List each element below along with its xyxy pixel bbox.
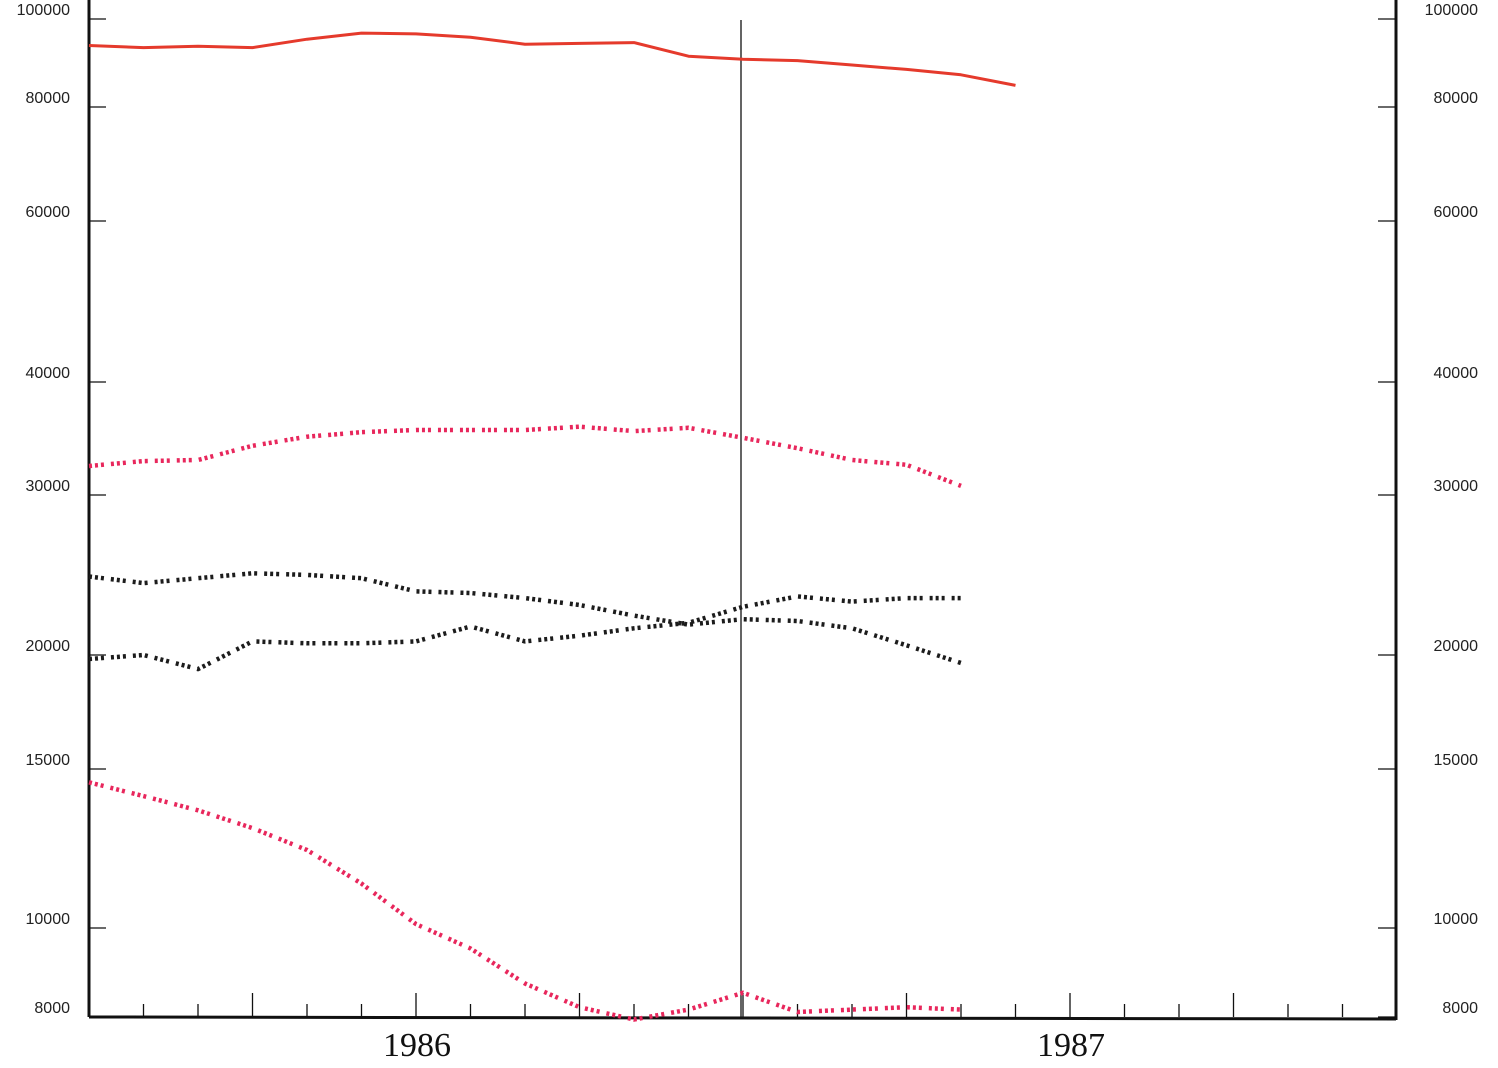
year-label-1986: 1986	[383, 1027, 451, 1064]
y-tick-label-right: 10000	[1434, 911, 1479, 928]
y-tick-label-left: 20000	[26, 638, 71, 655]
y-tick-label-right: 15000	[1434, 752, 1479, 769]
series-line-3	[88, 571, 962, 666]
y-tick-label-left: 40000	[26, 365, 71, 382]
y-tick-label-left: 8000	[34, 1000, 70, 1017]
axis-labels: 100000 100000 80000 80000 60000 60000 40000 400…	[17, 2, 1478, 1064]
y-tick-label-right: 40000	[1434, 365, 1479, 382]
series-line-1	[88, 31, 1016, 87]
axis-ticks	[89, 18, 1396, 1018]
y-tick-label-left: 15000	[26, 752, 71, 769]
y-tick-label-right: 80000	[1434, 90, 1479, 107]
y-tick-label-right: 20000	[1434, 638, 1479, 655]
y-tick-label-left: 10000	[26, 911, 71, 928]
series-line-5	[88, 780, 962, 1022]
x-axis	[88, 1015, 1397, 1021]
year-label-1987: 1987	[1037, 1027, 1105, 1064]
series-line-4	[88, 594, 961, 672]
y-tick-label-right: 100000	[1425, 2, 1478, 19]
y-tick-label-left: 60000	[26, 204, 71, 221]
y-tick-label-right: 8000	[1442, 1000, 1478, 1017]
series-line-2	[88, 424, 962, 488]
y-tick-label-left: 30000	[26, 478, 71, 495]
y-tick-label-right: 30000	[1434, 478, 1479, 495]
y-tick-label-left: 80000	[26, 90, 71, 107]
series-lines	[88, 31, 1016, 1022]
y-tick-label-right: 60000	[1434, 204, 1479, 221]
y-tick-label-left: 100000	[17, 2, 70, 19]
